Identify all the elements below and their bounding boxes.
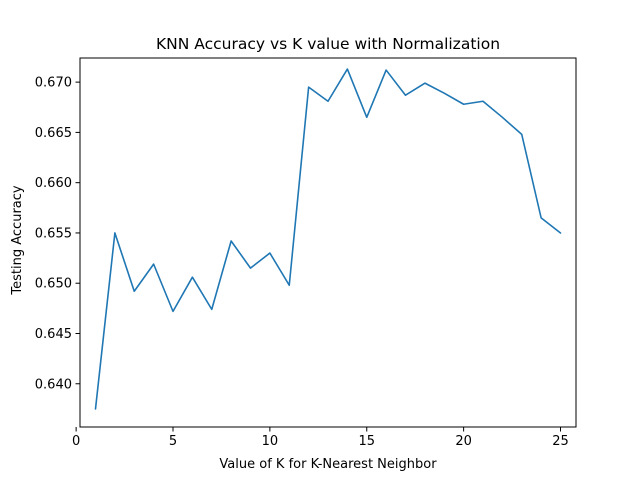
x-tick-label: 0 xyxy=(72,434,80,449)
data-point xyxy=(308,86,310,88)
data-point xyxy=(250,267,252,269)
series-layer xyxy=(94,68,562,410)
y-tick-label: 0.665 xyxy=(35,126,72,141)
x-tick-label: 5 xyxy=(169,434,177,449)
data-point xyxy=(114,232,116,234)
y-tick-label: 0.640 xyxy=(35,377,72,392)
data-point xyxy=(560,232,562,234)
data-point xyxy=(133,290,135,292)
data-point xyxy=(230,240,232,242)
data-point xyxy=(385,69,387,71)
y-axis-ticks: 0.640 0.645 0.650 0.655 0.660 0.665 0.670 xyxy=(35,76,80,392)
y-axis-title: Testing Accuracy xyxy=(10,185,25,295)
data-point xyxy=(153,263,155,265)
y-tick-label: 0.670 xyxy=(35,76,72,91)
x-tick-label: 25 xyxy=(552,434,569,449)
y-tick-label: 0.655 xyxy=(35,226,72,241)
data-point xyxy=(172,311,174,313)
data-point xyxy=(405,94,407,96)
data-point xyxy=(95,408,97,410)
data-point xyxy=(327,100,329,102)
data-point xyxy=(502,117,504,119)
x-axis-title: Value of K for K-Nearest Neighbor xyxy=(219,457,437,472)
data-point xyxy=(192,276,194,278)
x-axis-ticks: 0 5 10 15 20 25 xyxy=(72,427,569,449)
data-point xyxy=(463,103,465,105)
plot-area-frame xyxy=(79,57,577,428)
x-tick-label: 20 xyxy=(455,434,472,449)
data-point xyxy=(288,284,290,286)
data-point xyxy=(540,217,542,219)
data-point xyxy=(424,82,426,84)
data-point xyxy=(366,117,368,119)
y-tick-label: 0.645 xyxy=(35,327,72,342)
chart-title: KNN Accuracy vs K value with Normalizati… xyxy=(156,35,500,53)
series-line xyxy=(94,68,562,410)
y-tick-label: 0.650 xyxy=(35,277,72,292)
x-tick-label: 15 xyxy=(358,434,375,449)
data-point xyxy=(269,252,271,254)
data-point xyxy=(482,100,484,102)
data-point xyxy=(347,68,349,70)
data-point xyxy=(443,92,445,94)
x-tick-label: 10 xyxy=(262,434,279,449)
data-point xyxy=(211,309,213,311)
y-tick-label: 0.660 xyxy=(35,176,72,191)
data-point xyxy=(521,134,523,136)
